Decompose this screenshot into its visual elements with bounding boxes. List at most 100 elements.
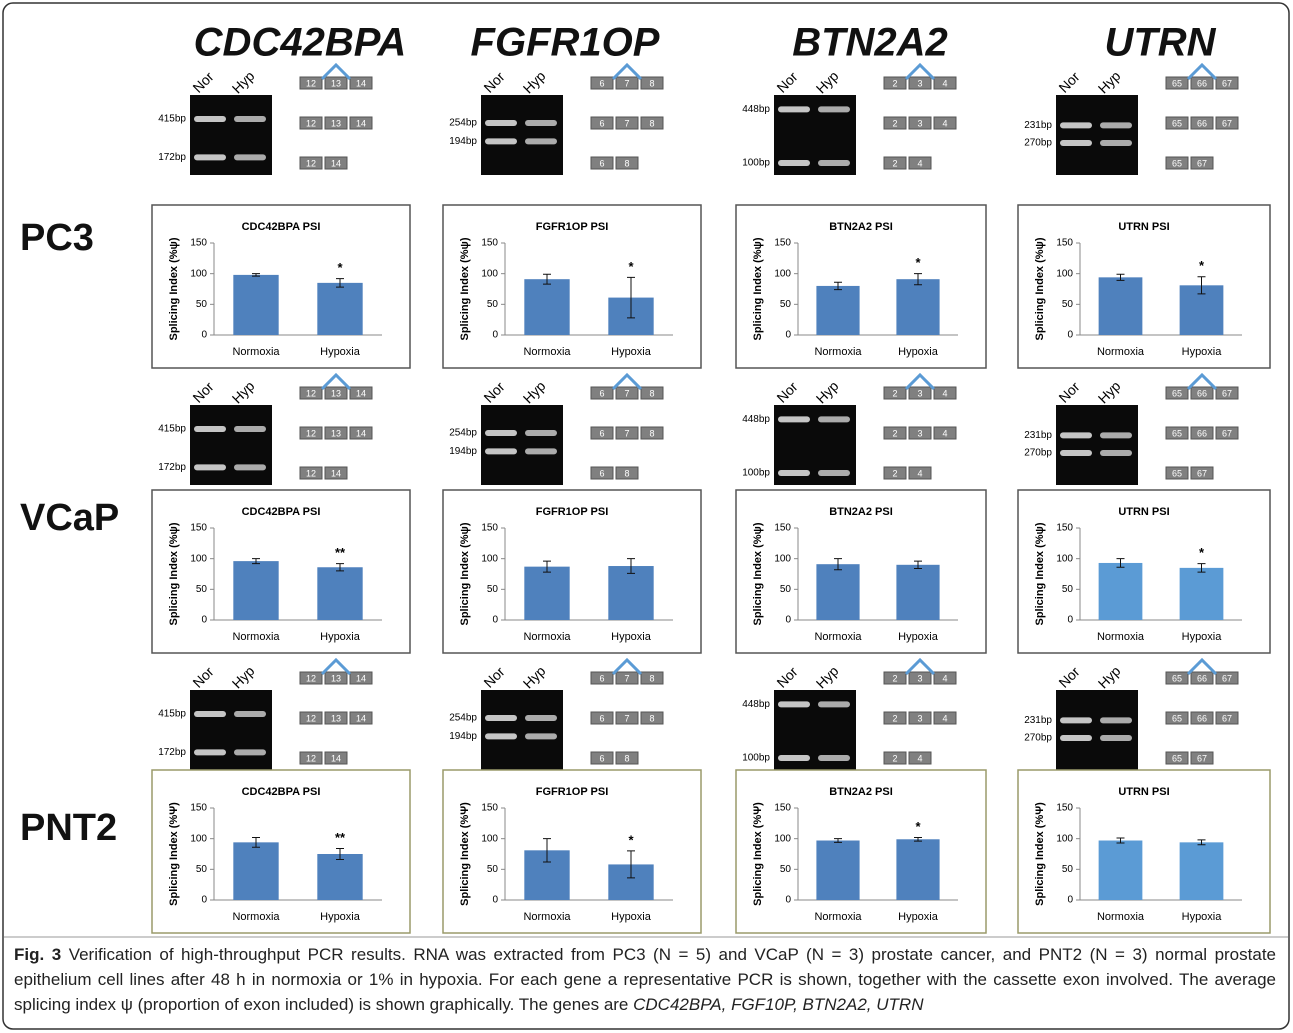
- y-axis-label: Splicing Index (%Ψ): [459, 802, 471, 906]
- y-tick-label: 100: [190, 833, 207, 844]
- band-size-label: 270bp: [1024, 138, 1052, 149]
- exon-number: 67: [1222, 428, 1232, 438]
- band-size-label: 415bp: [158, 114, 186, 125]
- gel-band: [194, 749, 226, 755]
- lane-label: Nor: [773, 378, 801, 406]
- y-tick-label: 50: [196, 584, 208, 595]
- x-tick-label: Hypoxia: [320, 911, 361, 923]
- gel-band: [234, 116, 266, 122]
- y-tick-label: 100: [190, 268, 207, 279]
- band-size-label: 448bp: [742, 104, 770, 115]
- x-tick-label: Hypoxia: [611, 911, 652, 923]
- gel-image: [1056, 690, 1138, 770]
- exon-number: 65: [1172, 713, 1182, 723]
- gel-band: [1060, 122, 1092, 128]
- x-tick-label: Normoxia: [523, 911, 571, 923]
- x-tick-label: Normoxia: [232, 631, 280, 643]
- exon-number: 4: [942, 118, 947, 128]
- gel-band: [525, 448, 557, 454]
- gel-band: [194, 426, 226, 432]
- y-tick-label: 0: [1067, 330, 1073, 341]
- exon-number: 7: [624, 118, 629, 128]
- band-size-label: 194bp: [449, 731, 477, 742]
- exon-number: 14: [356, 673, 366, 683]
- lane-label: Hyp: [229, 662, 258, 691]
- exon-number: 3: [917, 673, 922, 683]
- exon-number: 14: [331, 753, 341, 763]
- lane-label: Hyp: [1095, 377, 1124, 406]
- figure: CDC42BPAFGFR1OPBTN2A2UTRNPC3NorHyp415bp1…: [0, 0, 1293, 1033]
- exon-number: 65: [1172, 158, 1182, 168]
- exon-number: 13: [331, 673, 341, 683]
- y-tick-label: 100: [1056, 268, 1073, 279]
- gel-image: [190, 405, 272, 485]
- exon-number: 6: [599, 713, 604, 723]
- lane-label: Nor: [480, 663, 508, 691]
- exon-number: 4: [942, 673, 947, 683]
- bar: [896, 565, 939, 620]
- gel-band: [818, 755, 850, 761]
- exon-number: 3: [917, 78, 922, 88]
- band-size-label: 194bp: [449, 136, 477, 147]
- exon-number: 65: [1172, 78, 1182, 88]
- caption-genes: CDC42BPA, FGF10P, BTN2A2, UTRN: [633, 995, 923, 1014]
- gel-band: [1060, 717, 1092, 723]
- bar: [233, 842, 278, 900]
- exon-number: 2: [892, 388, 897, 398]
- y-axis-label: Splicing Index (%ψ): [752, 522, 764, 625]
- gene-title: FGFR1OP: [471, 21, 660, 65]
- y-tick-label: 0: [785, 330, 791, 341]
- bar: [816, 841, 859, 900]
- exon-number: 12: [306, 713, 316, 723]
- lane-label: Nor: [1055, 663, 1083, 691]
- x-tick-label: Hypoxia: [320, 346, 361, 358]
- x-tick-label: Normoxia: [232, 911, 280, 923]
- exon-number: 65: [1172, 753, 1182, 763]
- x-tick-label: Normoxia: [1097, 911, 1145, 923]
- y-tick-label: 50: [196, 864, 208, 875]
- exon-number: 2: [892, 158, 897, 168]
- exon-number: 4: [942, 713, 947, 723]
- gel-image: [1056, 95, 1138, 175]
- lane-label: Nor: [480, 378, 508, 406]
- gene-title: UTRN: [1104, 21, 1216, 65]
- gel-band: [1060, 450, 1092, 456]
- gel-band: [485, 430, 517, 436]
- exon-number: 4: [942, 428, 947, 438]
- y-tick-label: 0: [785, 895, 791, 906]
- exon-number: 6: [599, 388, 604, 398]
- y-tick-label: 150: [481, 803, 498, 814]
- exon-number: 12: [306, 428, 316, 438]
- y-axis-label: Splicing Index (%ψ): [1034, 522, 1046, 625]
- exon-number: 3: [917, 713, 922, 723]
- exon-number: 4: [917, 158, 922, 168]
- y-tick-label: 50: [487, 584, 499, 595]
- exon-number: 65: [1172, 428, 1182, 438]
- gel-band: [194, 154, 226, 160]
- exon-number: 4: [917, 753, 922, 763]
- lane-label: Nor: [1055, 68, 1083, 96]
- exon-number: 8: [649, 673, 654, 683]
- lane-label: Nor: [189, 378, 217, 406]
- exon-number: 2: [892, 428, 897, 438]
- x-tick-label: Hypoxia: [611, 631, 652, 643]
- lane-label: Hyp: [813, 67, 842, 96]
- y-tick-label: 0: [492, 330, 498, 341]
- x-tick-label: Normoxia: [523, 631, 571, 643]
- gel-band: [485, 138, 517, 144]
- gel-band: [1100, 717, 1132, 723]
- row-label: PNT2: [20, 807, 117, 849]
- exon-number: 4: [942, 78, 947, 88]
- exon-number: 14: [356, 78, 366, 88]
- exon-number: 6: [599, 78, 604, 88]
- x-tick-label: Hypoxia: [320, 631, 361, 643]
- y-tick-label: 100: [774, 553, 791, 564]
- gel-band: [1100, 140, 1132, 146]
- y-tick-label: 150: [1056, 803, 1073, 814]
- y-tick-label: 0: [785, 615, 791, 626]
- chart-title: UTRN PSI: [1118, 786, 1169, 798]
- bar: [317, 854, 362, 900]
- gel-band: [1060, 140, 1092, 146]
- band-size-label: 231bp: [1024, 120, 1052, 131]
- exon-number: 6: [599, 673, 604, 683]
